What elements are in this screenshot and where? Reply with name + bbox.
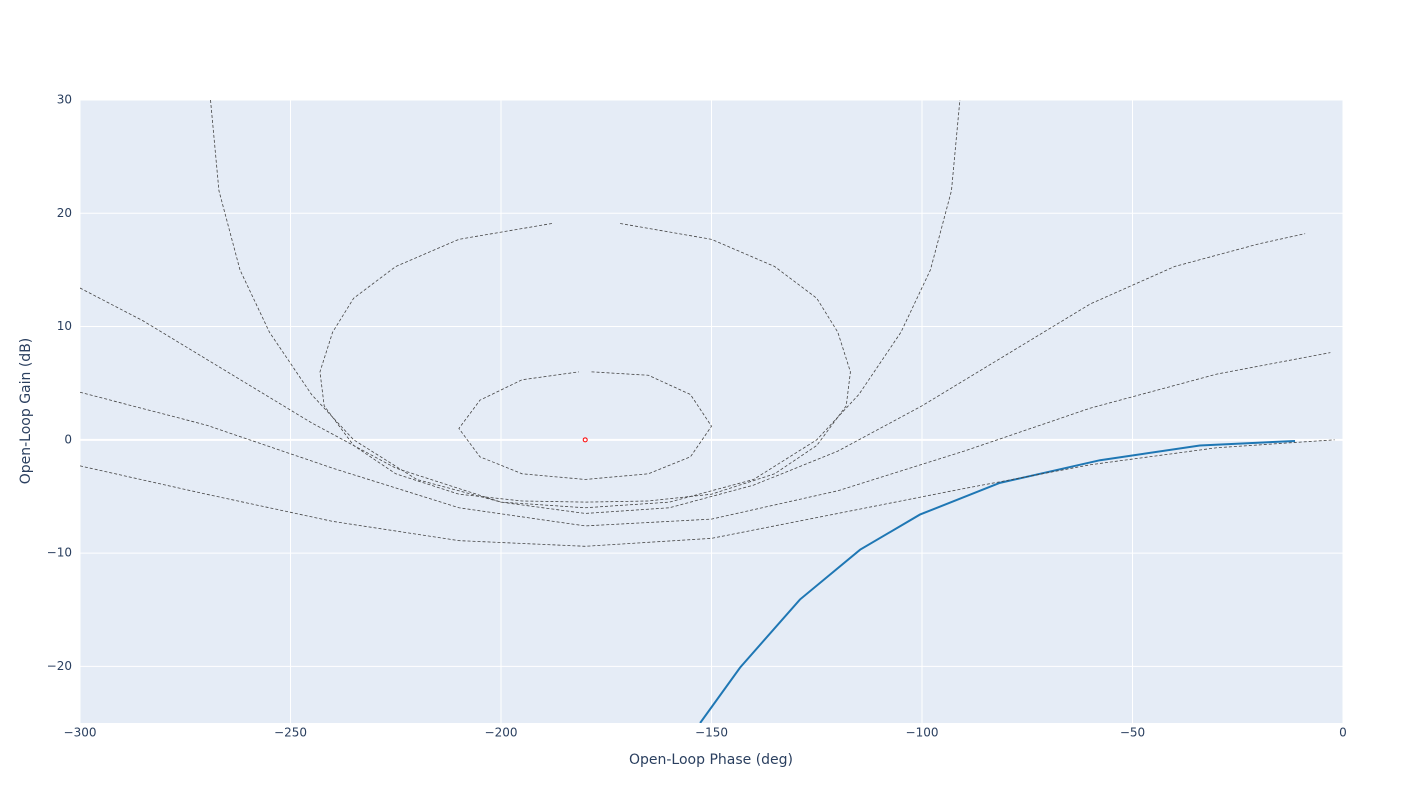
contour-line xyxy=(319,223,851,503)
contour-line xyxy=(80,352,1331,527)
data-line xyxy=(699,439,1296,723)
x-tick-label: −100 xyxy=(906,726,939,740)
x-axis-title: Open-Loop Phase (deg) xyxy=(629,752,793,768)
marker xyxy=(582,437,588,443)
x-tick-label: −50 xyxy=(1120,726,1145,740)
y-tick-label: 20 xyxy=(57,206,72,220)
contour-line xyxy=(210,100,961,509)
x-tick-label: −250 xyxy=(274,726,307,740)
x-tick-label: −300 xyxy=(64,726,97,740)
y-tick-label: 30 xyxy=(57,93,72,107)
contour-line xyxy=(80,439,1335,547)
contour-line xyxy=(458,371,712,480)
y-tick-label: 10 xyxy=(57,319,72,333)
x-tick-label: 0 xyxy=(1339,726,1347,740)
x-tick-label: −200 xyxy=(485,726,518,740)
contour-line xyxy=(80,233,1306,514)
y-tick-label: −20 xyxy=(47,659,72,673)
y-tick-label: 0 xyxy=(64,432,72,446)
y-axis-title: Open-Loop Gain (dB) xyxy=(18,338,34,485)
y-tick-label: −10 xyxy=(47,546,72,560)
x-tick-label: −150 xyxy=(695,726,728,740)
